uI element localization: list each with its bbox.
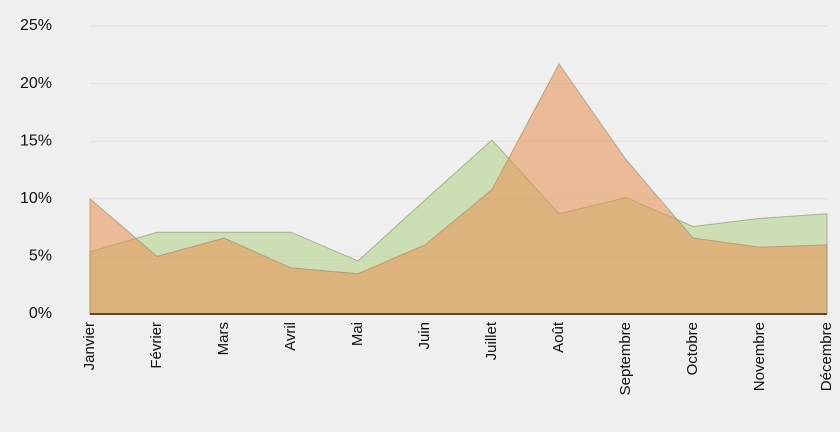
area (89, 63, 828, 315)
x-tick-label: Juin (416, 322, 433, 350)
y-tick-label: 10% (20, 190, 52, 207)
y-tick-label: 20% (20, 75, 52, 92)
x-tick-label: Mars (215, 322, 232, 355)
x-tick-label: Mai (349, 322, 366, 346)
x-tick-label: Juillet (483, 321, 500, 360)
x-tick-label: Décembre (818, 322, 835, 391)
x-tick-label: Février (148, 322, 165, 369)
x-tick-label: Janvier (81, 322, 98, 370)
x-tick-label: Novembre (751, 322, 768, 391)
y-tick-label: 0% (29, 305, 52, 322)
x-tick-label: Août (550, 321, 567, 353)
x-tick-label: Avril (282, 322, 299, 351)
x-tick-label: Octobre (684, 322, 701, 375)
y-tick-label: 5% (29, 248, 52, 265)
y-tick-label: 15% (20, 132, 52, 149)
y-tick-label: 25% (20, 17, 52, 34)
x-tick-label: Septembre (617, 322, 634, 395)
